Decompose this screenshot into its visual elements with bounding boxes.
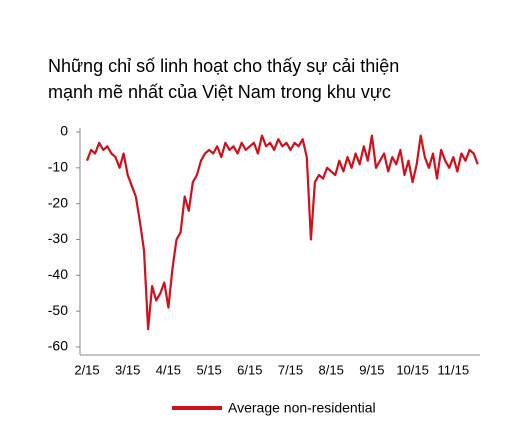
- y-tick-label: -20: [48, 194, 68, 210]
- y-tick-label: -50: [48, 302, 68, 318]
- y-tick-label: 0: [60, 123, 68, 139]
- x-tick-label: 4/15: [156, 362, 181, 377]
- x-tick-label: 7/15: [278, 362, 303, 377]
- y-tick-label: -40: [48, 266, 68, 282]
- legend-label: Average non-residential: [228, 400, 376, 416]
- y-tick-label: -30: [48, 230, 68, 246]
- x-tick-label: 11/15: [438, 362, 470, 377]
- chart-title: Những chỉ số linh hoạt cho thấy sự cải t…: [48, 56, 399, 76]
- x-tick-label: 9/15: [359, 362, 384, 377]
- y-tick-label: -60: [48, 338, 68, 354]
- series-line: [85, 134, 479, 331]
- y-tick-label: -10: [48, 159, 68, 175]
- x-tick-label: 8/15: [319, 362, 344, 377]
- x-tick-label: 3/15: [115, 362, 140, 377]
- chart-title: mạnh mẽ nhất của Việt Nam trong khu vực: [48, 82, 391, 102]
- x-tick-label: 2/15: [74, 362, 99, 377]
- x-tick-label: 6/15: [237, 362, 262, 377]
- x-tick-label: 10/15: [396, 362, 429, 377]
- x-tick-label: 5/15: [196, 362, 221, 377]
